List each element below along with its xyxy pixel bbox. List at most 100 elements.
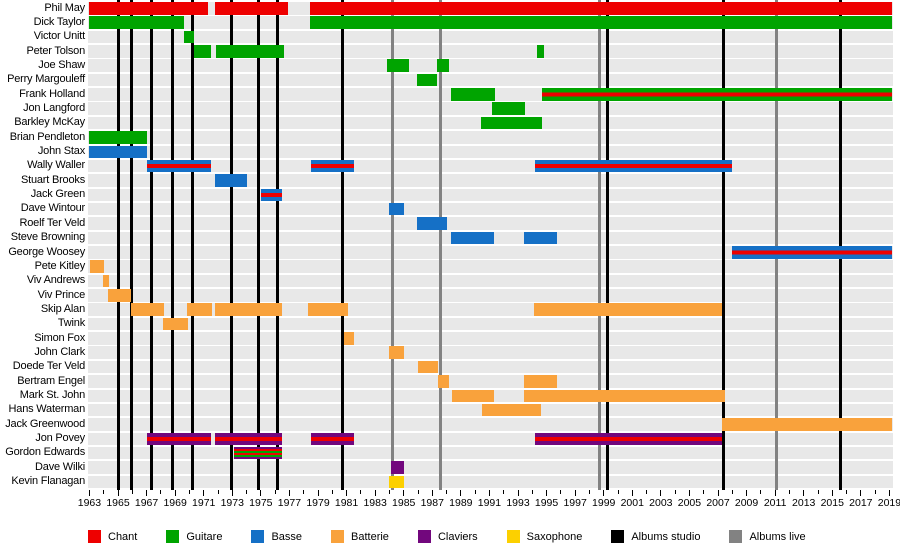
year-tick (603, 490, 605, 496)
member-name-label: Dave Wilki (35, 460, 85, 473)
batterie-color-swatch (331, 530, 345, 543)
legend-label: Basse (271, 530, 303, 543)
timeline-bar (310, 432, 355, 446)
year-tick (846, 490, 848, 494)
row-band (88, 475, 893, 489)
legend-item-batterie: Batterie (331, 530, 389, 543)
timeline-bar (389, 202, 405, 216)
member-name-label: Simon Fox (34, 331, 85, 344)
year-label: 1971 (192, 497, 216, 509)
row-band (88, 260, 893, 273)
year-label: 1973 (220, 497, 244, 509)
timeline-bar (147, 159, 211, 173)
member-name-label: Victor Unitt (33, 30, 85, 43)
member-name-label: Wally Waller (27, 159, 85, 172)
timeline-bar (389, 346, 405, 359)
album-line-studio (605, 0, 609, 490)
timeline-bar (103, 274, 110, 288)
year-label: 1983 (363, 497, 387, 509)
timeline-bar (389, 475, 405, 489)
timeline-bar (108, 289, 131, 302)
row-band (88, 332, 893, 345)
year-label: 2005 (677, 497, 702, 509)
member-name-label: Roelf Ter Veld (19, 216, 86, 229)
year-tick (888, 490, 890, 496)
timeline-bar (480, 116, 543, 130)
year-label: 1977 (277, 497, 302, 509)
legend-item-chant: Chant (88, 530, 137, 543)
year-tick (303, 490, 305, 494)
album-line-studio (170, 0, 174, 490)
year-tick (831, 490, 833, 496)
member-name-label: Jon Povey (35, 432, 85, 445)
year-tick (446, 490, 448, 494)
member-name-label: Gordon Edwards (5, 446, 85, 459)
row-band (88, 217, 893, 230)
timeline-bar (89, 16, 185, 29)
member-name-label: Barkley McKay (14, 116, 85, 129)
album-line-studio (116, 0, 120, 490)
year-tick (246, 490, 248, 494)
albums_live-color-swatch (729, 530, 743, 543)
album-line-live (439, 0, 443, 490)
year-label: 1963 (77, 497, 102, 509)
timeline-bar (524, 389, 726, 403)
legend-item-basse: Basse (251, 530, 302, 543)
year-tick (131, 490, 133, 494)
year-label: 1999 (592, 497, 616, 509)
album-line-live (775, 0, 779, 490)
legend-item-guitare: Guitare (166, 530, 222, 543)
timeline-bar (523, 231, 558, 245)
year-tick (103, 490, 105, 494)
year-tick (388, 490, 390, 494)
member-name-label: Stuart Brooks (20, 173, 85, 186)
year-tick (746, 490, 748, 496)
guitare-color-swatch (166, 530, 180, 543)
member-name-label: Mark St. John (19, 389, 85, 402)
timeline-bar (535, 159, 733, 173)
year-tick (617, 490, 619, 494)
member-name-label: Dick Taylor (33, 15, 86, 28)
legend-item-albums_studio: Albums studio (611, 530, 700, 543)
year-tick (703, 490, 705, 494)
member-name-label: Peter Tolson (26, 44, 85, 57)
legend-item-claviers: Claviers (417, 530, 478, 543)
saxophone-color-swatch (506, 530, 520, 543)
timeline-bar (146, 432, 211, 446)
year-tick (317, 490, 319, 496)
year-label: 1981 (334, 497, 359, 509)
row-band (88, 188, 893, 202)
timeline-bar (390, 461, 405, 474)
row-band (88, 461, 893, 474)
year-tick (217, 490, 219, 494)
row-band (88, 289, 893, 302)
member-name-label: Twink (57, 317, 85, 330)
timeline-bar (89, 145, 148, 159)
year-label: 2001 (620, 497, 644, 509)
year-tick (531, 490, 533, 494)
timeline-bar (344, 332, 355, 345)
year-tick (260, 490, 262, 496)
member-name-label: Kevin Flanagan (11, 475, 85, 488)
timeline-bar (310, 16, 892, 29)
timeline-bar (732, 246, 892, 259)
row-band (88, 375, 893, 388)
year-tick (860, 490, 862, 496)
album-line-live (390, 0, 394, 490)
year-label: 2007 (706, 497, 730, 509)
member-name-label: Steve Browning (10, 231, 85, 244)
member-name-label: Jack Green (30, 188, 85, 201)
year-tick (146, 490, 148, 496)
year-tick (460, 490, 462, 496)
year-tick (660, 490, 662, 496)
member-name-label: Perry Margouleff (7, 73, 85, 86)
timeline-bar (451, 389, 495, 403)
year-tick (174, 490, 176, 496)
legend-label: Claviers (437, 530, 478, 543)
row-band (88, 30, 893, 44)
row-band (88, 73, 893, 87)
year-tick (488, 490, 490, 496)
legend-item-albums_live: Albums live (729, 530, 806, 543)
year-label: 1989 (449, 497, 473, 509)
timeline-bar (90, 260, 104, 273)
